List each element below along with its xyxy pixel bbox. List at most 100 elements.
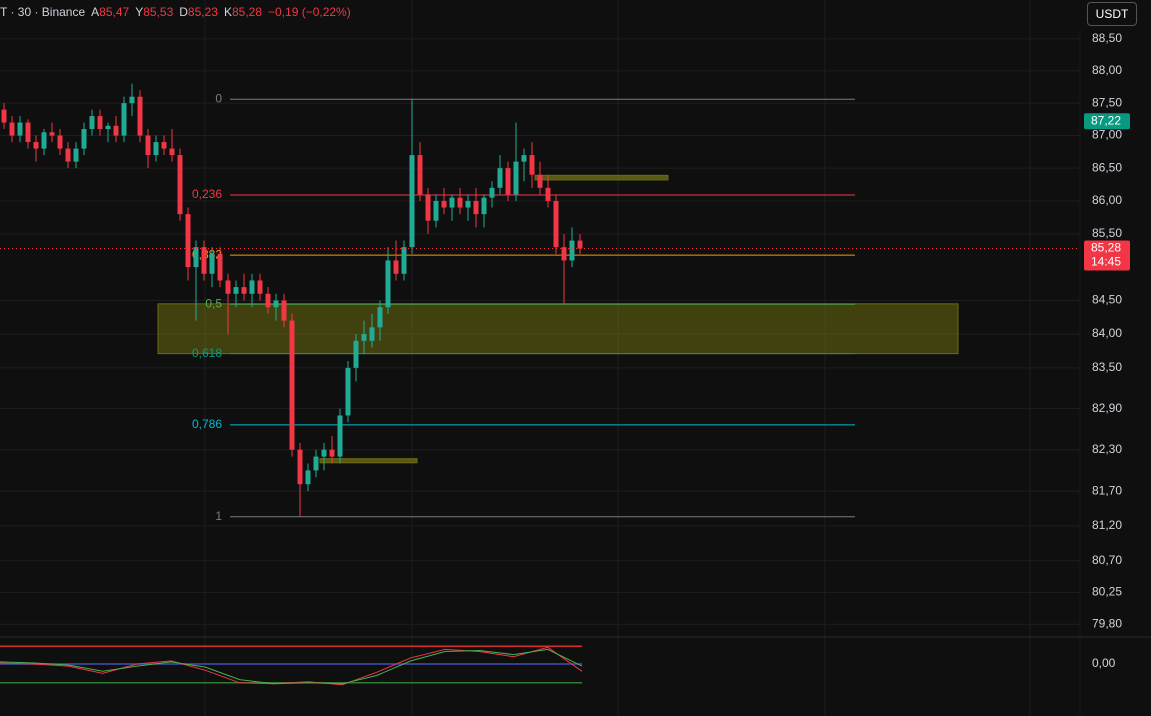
candle-body: [465, 200, 471, 208]
candle-body: [65, 148, 71, 162]
candle-body: [297, 449, 303, 485]
fib-label: 1: [215, 509, 222, 523]
header: T · 30 · Binance A 85,47 Y 85,53 D 85,23 K 85,2…: [0, 5, 351, 19]
candle-body: [257, 280, 263, 294]
fib-label: 0,618: [192, 346, 222, 360]
y-tick-label: 84,50: [1092, 293, 1122, 307]
fib-label: 0: [215, 91, 222, 105]
candle-body: [49, 132, 55, 136]
candle-body: [449, 197, 455, 208]
candle-body: [233, 287, 239, 294]
candle-body: [505, 168, 511, 195]
change: −0,19 (−0,22%): [268, 5, 351, 19]
candle-body: [473, 200, 479, 215]
candle-body: [497, 168, 503, 188]
candle-body: [577, 240, 583, 249]
candle-body: [73, 148, 79, 162]
y-tick-label: 86,50: [1092, 160, 1122, 174]
candle-body: [433, 200, 439, 221]
candle-body: [33, 142, 39, 149]
y-tick-label: 82,30: [1092, 442, 1122, 456]
ohlc-value: 85,53: [143, 5, 174, 19]
candle-body: [369, 327, 375, 341]
price-tag-label: 87,22: [1091, 113, 1121, 127]
candle-body: [401, 247, 407, 274]
candle-body: [329, 449, 335, 457]
fib-label: 0,236: [192, 187, 222, 201]
candle-body: [81, 129, 87, 149]
candle-body: [281, 300, 287, 321]
candle-body: [9, 122, 15, 136]
ohlc-value: 85,23: [187, 5, 218, 19]
candle-body: [217, 253, 223, 281]
fib-label: 0,382: [192, 247, 222, 261]
candle-body: [521, 155, 527, 162]
candle-body: [265, 293, 271, 308]
candle-body: [97, 116, 103, 130]
ohlc-label: A: [91, 5, 100, 19]
candle-body: [289, 320, 295, 450]
candle-body: [145, 135, 151, 156]
osc-line: [0, 646, 583, 686]
candle-body: [57, 135, 63, 149]
candle-body: [561, 247, 567, 261]
candle-body: [385, 260, 391, 308]
ohlc-label: Y: [135, 5, 144, 19]
y-tick-label: 84,00: [1092, 326, 1122, 340]
currency-button[interactable]: USDT: [1087, 2, 1137, 26]
y-tick-label: 85,50: [1092, 226, 1122, 240]
fib-label: 0,786: [192, 417, 222, 431]
candle-body: [201, 247, 207, 274]
candle-body: [113, 125, 119, 136]
candle-body: [161, 142, 167, 149]
candle-body: [313, 456, 319, 471]
candle-body: [337, 415, 343, 457]
y-tick-label: 79,80: [1092, 616, 1122, 630]
ohlc-label: D: [179, 5, 188, 19]
box: [534, 174, 669, 181]
candle-body: [553, 200, 559, 248]
candle-body: [129, 96, 135, 104]
box: [319, 458, 418, 464]
y-tick-label: 86,00: [1092, 193, 1122, 207]
price-tag-label: 85,28: [1091, 241, 1121, 255]
candle-body: [529, 155, 535, 175]
y-tick-label: 80,70: [1092, 553, 1122, 567]
candle-body: [441, 200, 447, 208]
y-tick-label: 88,50: [1092, 31, 1122, 45]
y-tick-label: 83,50: [1092, 360, 1122, 374]
candle-body: [225, 280, 231, 294]
ohlc-value: 85,28: [231, 5, 262, 19]
candle-body: [537, 174, 543, 188]
price-tag-time: 14:45: [1091, 255, 1121, 269]
y-tick-label: 81,70: [1092, 483, 1122, 497]
candle-body: [137, 96, 143, 136]
candle-body: [481, 197, 487, 215]
candle-body: [513, 161, 519, 195]
candle-body: [489, 187, 495, 198]
candle-body: [353, 340, 359, 368]
candle-body: [425, 194, 431, 221]
candle-body: [153, 142, 159, 156]
y-tick-label: 88,00: [1092, 63, 1122, 77]
ohlc-label: K: [223, 5, 232, 19]
y-tick-label: 87,50: [1092, 95, 1122, 109]
candle-body: [1, 109, 7, 123]
candle-body: [273, 300, 279, 308]
osc-tick-label: 0,00: [1092, 656, 1116, 670]
candle-body: [193, 247, 199, 268]
candle-body: [41, 132, 47, 149]
y-tick-label: 82,90: [1092, 401, 1122, 415]
candle-body: [25, 122, 31, 143]
candle-body: [545, 187, 551, 201]
candle-body: [121, 103, 127, 136]
price-tag: [1084, 113, 1130, 130]
y-tick-label: 81,20: [1092, 518, 1122, 532]
candle-body: [393, 260, 399, 274]
candle-body: [569, 240, 575, 261]
candle-body: [305, 470, 311, 485]
osc-line: [0, 648, 583, 685]
symbol: T · 30 · Binance: [0, 5, 86, 19]
